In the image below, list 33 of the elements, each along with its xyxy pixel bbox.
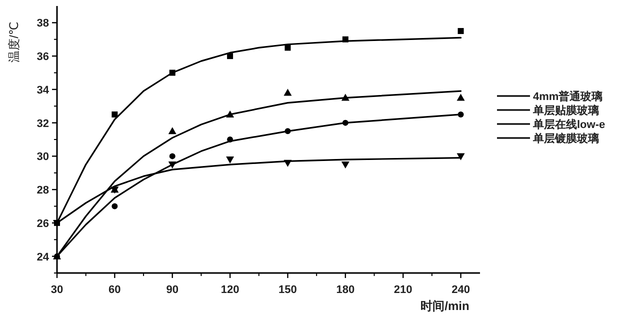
point	[227, 53, 234, 60]
y-tick-label: 34	[36, 84, 50, 96]
legend-label: 4mm普通玻璃	[533, 90, 603, 103]
point	[284, 88, 292, 96]
y-tick-label: 36	[36, 51, 49, 64]
y-tick-label: 32	[36, 118, 49, 130]
x-tick-label: 60	[108, 284, 121, 296]
x-tick-label: 240	[452, 284, 470, 296]
x-axis-title: 时间/min	[420, 299, 470, 313]
point	[456, 94, 465, 101]
point	[226, 156, 234, 164]
x-tick-label: 180	[336, 284, 355, 296]
y-tick-label: 26	[36, 218, 49, 230]
point	[112, 111, 118, 118]
y-tick-label: 30	[36, 151, 49, 164]
point	[169, 153, 176, 160]
legend-label: 单层贴膜玻璃	[532, 104, 599, 117]
point	[341, 162, 350, 169]
point	[112, 203, 118, 210]
point	[456, 153, 465, 160]
x-tick-label: 90	[166, 284, 178, 296]
y-tick-label: 28	[36, 184, 49, 197]
y-tick-label: 38	[36, 18, 49, 30]
x-tick-label: 210	[394, 284, 412, 296]
x-tick-label: 150	[278, 284, 297, 296]
y-tick-label: 24	[36, 251, 50, 264]
x-tick-label: 120	[220, 284, 240, 296]
point	[458, 28, 464, 34]
y-axis-title: 温度/℃	[7, 22, 21, 62]
point	[168, 127, 176, 134]
x-tick-label: 30	[50, 284, 64, 296]
legend-label: 单层在线low-e	[532, 118, 606, 131]
legend-label: 单层镀膜玻璃	[532, 132, 599, 145]
